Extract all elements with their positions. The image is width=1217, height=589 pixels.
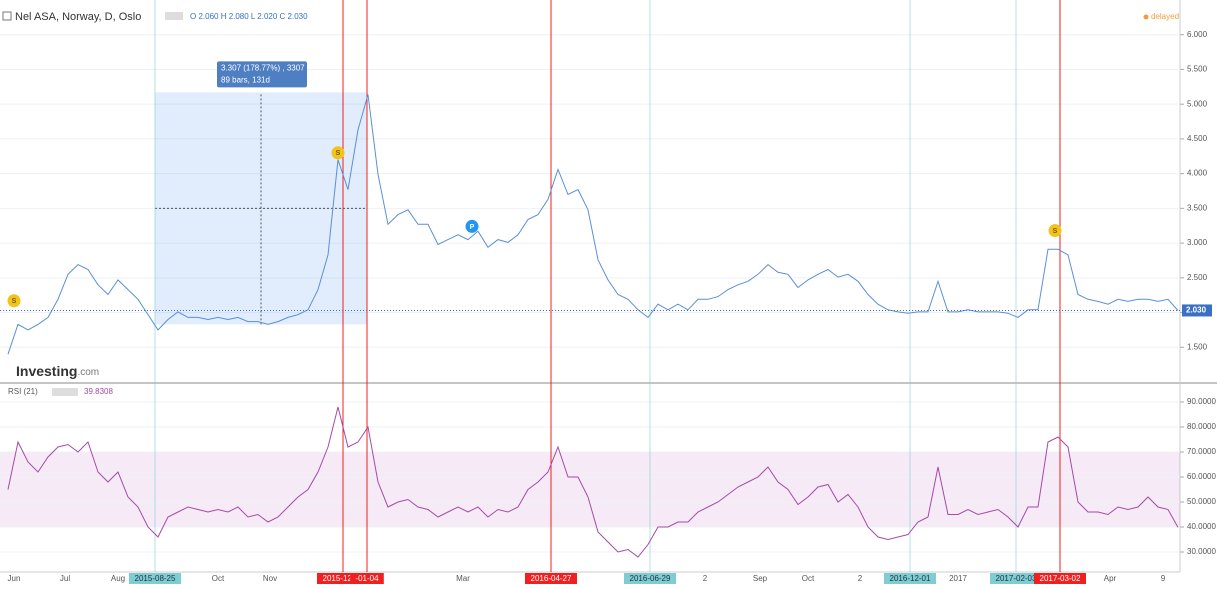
y-tick-label: 70.0000 <box>1187 447 1216 456</box>
ohlc-legend: O 2.060 H 2.080 L 2.020 C 2.030 <box>190 12 308 21</box>
x-tick-label: 2017-02-03 <box>996 574 1037 583</box>
y-tick-label: 30.0000 <box>1187 547 1216 556</box>
event-marker <box>331 146 345 160</box>
y-tick-label: 3.000 <box>1187 238 1208 247</box>
event-label: S <box>336 150 341 157</box>
x-tick-label: 2015-12-15 <box>323 574 364 583</box>
y-tick-label: 5.500 <box>1187 65 1208 74</box>
x-tick-label: Jun <box>8 574 21 583</box>
measure-text: 89 bars, 131d <box>221 75 270 84</box>
x-tick-highlight <box>624 573 676 584</box>
y-tick-label: 6.000 <box>1187 30 1208 39</box>
x-tick-label: Oct <box>802 574 815 583</box>
event-marker <box>7 294 21 308</box>
measure-tooltip <box>217 61 307 88</box>
status-text: delayed <box>1151 12 1179 21</box>
x-tick-highlight <box>1034 573 1086 584</box>
y-tick-label: 90.0000 <box>1187 397 1216 406</box>
event-label: P <box>470 224 475 231</box>
x-tick-label: 2017-03-02 <box>1040 574 1081 583</box>
x-tick-highlight <box>350 573 384 584</box>
x-tick-highlight <box>129 573 181 584</box>
y-tick-label: 2.500 <box>1187 273 1208 282</box>
x-tick-label: -01-04 <box>355 574 379 583</box>
rsi-icons <box>52 388 78 396</box>
rsi-last: 39.8308 <box>84 387 113 396</box>
rsi-name: RSI (21) <box>8 387 38 396</box>
x-tick-label: 2016-06-29 <box>630 574 671 583</box>
y-tick-label: 5.000 <box>1187 99 1208 108</box>
x-tick-label: Oct <box>212 574 225 583</box>
collapse-icon <box>2 11 12 21</box>
last-price-tag <box>1182 304 1212 317</box>
event-label: S <box>1053 228 1058 235</box>
brand-logo: Investing.com <box>16 363 99 379</box>
x-tick-highlight <box>525 573 577 584</box>
line-series <box>7 406 1179 558</box>
y-tick-label: 4.500 <box>1187 134 1208 143</box>
status-dot <box>1143 14 1149 20</box>
event-marker <box>1048 224 1062 238</box>
legend-icons <box>165 12 183 20</box>
y-tick-label: 60.0000 <box>1187 472 1216 481</box>
x-tick-label: 9 <box>1161 574 1166 583</box>
x-tick-label: Apr <box>1104 574 1117 583</box>
x-tick-label: Sep <box>753 574 768 583</box>
last-price-label: 2.030 <box>1186 306 1207 315</box>
x-tick-highlight <box>317 573 369 584</box>
x-tick-label: 2017 <box>949 574 967 583</box>
x-tick-label: Aug <box>111 574 125 583</box>
y-tick-label: 80.0000 <box>1187 422 1216 431</box>
y-tick-label: 1.500 <box>1187 342 1208 351</box>
y-tick-label: 3.500 <box>1187 203 1208 212</box>
brand-suffix: .com <box>77 367 99 378</box>
x-tick-highlight <box>990 573 1042 584</box>
measure-text: 3.307 (178.77%) , 3307 <box>221 63 305 72</box>
x-tick-label: 2 <box>703 574 708 583</box>
y-tick-label: 4.000 <box>1187 169 1208 178</box>
x-tick-label: 2 <box>858 574 863 583</box>
y-tick-label: 40.0000 <box>1187 522 1216 531</box>
rsi-band <box>0 452 1180 527</box>
event-label: S <box>12 298 17 305</box>
x-tick-label: 2015-08-25 <box>135 574 176 583</box>
x-tick-label: Mar <box>456 574 470 583</box>
line-series <box>7 94 1179 355</box>
x-tick-label: Nov <box>263 574 277 583</box>
x-tick-label: Jul <box>60 574 70 583</box>
y-tick-label: 50.0000 <box>1187 497 1216 506</box>
x-tick-label: 2016-04-27 <box>531 574 572 583</box>
event-marker <box>465 219 479 233</box>
chart-title: Nel ASA, Norway, D, Oslo <box>15 11 141 23</box>
x-tick-highlight <box>884 573 936 584</box>
brand-name: Investing <box>16 363 77 379</box>
x-tick-label: 2016-12-01 <box>890 574 931 583</box>
